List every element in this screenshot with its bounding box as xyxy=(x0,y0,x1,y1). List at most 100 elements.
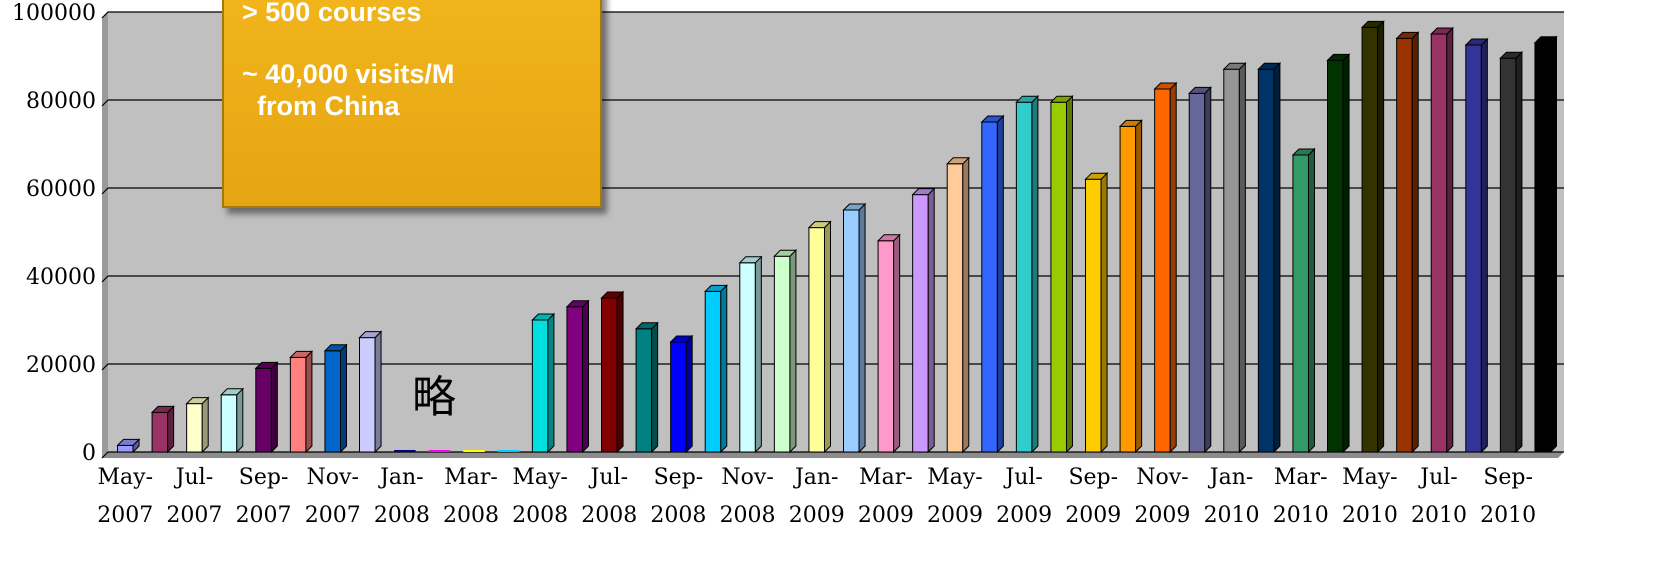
x-tick-year: 2009 xyxy=(858,503,914,528)
bar-Aug-2008 xyxy=(634,321,659,454)
x-tick-month: Jul- xyxy=(589,465,628,490)
gridline xyxy=(101,451,1564,459)
x-tick-month: Jul- xyxy=(1418,465,1457,490)
gridline xyxy=(101,11,1564,19)
x-tick-year: 2007 xyxy=(236,503,292,528)
callout-line-origin: from China xyxy=(242,91,400,121)
x-tick-label: Sep- 2010 xyxy=(1480,465,1536,528)
bar-Dec-2009 xyxy=(1188,86,1212,454)
bar-Jan-2010 xyxy=(1222,61,1247,454)
x-tick-month: Jan- xyxy=(793,465,839,490)
x-tick-month: Nov- xyxy=(721,465,773,490)
x-tick-year: 2009 xyxy=(996,503,1052,528)
x-tick-year: 2008 xyxy=(720,503,776,528)
bar-Sep-2009 xyxy=(1084,171,1109,454)
bar-Jan-2009 xyxy=(807,220,832,454)
x-tick-year: 2009 xyxy=(1134,503,1190,528)
bar-Feb-2008 xyxy=(428,450,451,452)
x-tick-label: Nov- 2008 xyxy=(720,465,776,528)
x-tick-year: 2008 xyxy=(443,503,499,528)
bar-Oct-2007 xyxy=(289,350,314,454)
bar-Apr-2008 xyxy=(497,450,520,452)
bar-Aug-2009 xyxy=(1049,94,1074,454)
x-tick-month: Jan- xyxy=(1208,465,1254,490)
x-tick-year: 2009 xyxy=(1065,503,1121,528)
x-tick-year: 2007 xyxy=(166,503,222,528)
bar-May-2009 xyxy=(946,156,970,454)
bar-May-2007 xyxy=(116,438,141,454)
callout-box: > 500 courses ~ 40,000 visits/M from Chi… xyxy=(222,0,602,208)
x-tick-label: Jul- 2010 xyxy=(1411,465,1467,528)
x-tick-label: Sep- 2009 xyxy=(1065,465,1121,528)
omitted-annotation: 略 xyxy=(412,372,456,423)
y-tick-label: 20000 xyxy=(26,353,96,378)
x-tick-month: Mar- xyxy=(859,465,913,490)
x-tick-label: Mar- 2010 xyxy=(1273,465,1329,528)
y-tick-label: 60000 xyxy=(26,177,96,202)
x-tick-year: 2008 xyxy=(374,503,430,528)
x-tick-year: 2010 xyxy=(1204,503,1260,528)
x-axis-ticks: May- 2007 Jul- 2007 Sep- 2007 Nov- 2007 Jan- 2008… xyxy=(97,465,1536,528)
x-tick-month: Jul- xyxy=(1003,465,1042,490)
bars xyxy=(116,20,1558,454)
bar-Mar-2009 xyxy=(876,233,901,454)
x-tick-month: May- xyxy=(512,465,568,490)
bar-Mar-2008 xyxy=(463,450,485,452)
bar-Sep-2007 xyxy=(254,361,279,454)
x-tick-label: Sep- 2008 xyxy=(650,465,706,528)
bar-Jun-2009 xyxy=(980,114,1005,454)
bar-Sep-2008 xyxy=(669,334,694,454)
x-tick-year: 2010 xyxy=(1480,503,1536,528)
x-tick-label: Jan- 2010 xyxy=(1204,465,1260,528)
bar-Oct-2009 xyxy=(1118,119,1143,454)
x-tick-month: Jul- xyxy=(174,465,213,490)
bar-May-2010 xyxy=(1360,20,1385,454)
x-tick-year: 2008 xyxy=(512,503,568,528)
x-tick-label: Jul- 2008 xyxy=(581,465,637,528)
x-tick-year: 2007 xyxy=(305,503,361,528)
x-tick-label: Jan- 2008 xyxy=(374,465,430,528)
bar-Apr-2010 xyxy=(1326,53,1351,454)
x-tick-label: Jul- 2009 xyxy=(996,465,1052,528)
x-tick-month: Sep- xyxy=(1068,465,1118,490)
x-tick-label: Nov- 2009 xyxy=(1134,465,1190,528)
callout-line-courses: > 500 courses xyxy=(242,0,422,27)
x-tick-month: Jan- xyxy=(378,465,424,490)
callout-line-visits: ~ 40,000 visits/M xyxy=(242,59,455,89)
y-tick-label: 40000 xyxy=(26,265,96,290)
x-tick-year: 2010 xyxy=(1273,503,1329,528)
y-tick-label: 80000 xyxy=(26,89,96,114)
x-tick-label: Jan- 2009 xyxy=(789,465,845,528)
gridline xyxy=(101,363,1564,371)
bar-Jul-2007 xyxy=(185,396,210,454)
x-tick-month: May- xyxy=(927,465,983,490)
x-tick-label: May- 2008 xyxy=(512,465,568,528)
x-tick-year: 2008 xyxy=(581,503,637,528)
bar-Aug-2007 xyxy=(220,387,244,454)
x-tick-year: 2007 xyxy=(97,503,153,528)
bar-May-2008 xyxy=(531,312,556,454)
x-tick-month: Nov- xyxy=(1136,465,1188,490)
x-tick-year: 2009 xyxy=(927,503,983,528)
bar-Feb-2010 xyxy=(1257,61,1282,454)
plot-side-wall xyxy=(102,12,108,458)
bar-Nov-2007 xyxy=(323,343,348,454)
bar-Dec-2007 xyxy=(358,330,383,454)
y-tick-label: 0 xyxy=(82,441,96,466)
x-tick-month: May- xyxy=(98,465,154,490)
bar-Mar-2010 xyxy=(1291,147,1316,454)
gridline xyxy=(101,99,1564,107)
gridline xyxy=(101,275,1564,283)
bar-Jul-2010 xyxy=(1430,26,1454,454)
bar-Sep-2010 xyxy=(1499,50,1524,454)
x-tick-month: Sep- xyxy=(239,465,289,490)
x-tick-label: May- 2010 xyxy=(1342,465,1398,528)
x-tick-year: 2009 xyxy=(789,503,845,528)
bar-Jun-2008 xyxy=(565,299,590,454)
x-tick-label: Mar- 2008 xyxy=(443,465,499,528)
bar-Jul-2009 xyxy=(1015,94,1040,454)
bar-Apr-2009 xyxy=(911,187,936,454)
bar-Aug-2010 xyxy=(1464,37,1489,454)
